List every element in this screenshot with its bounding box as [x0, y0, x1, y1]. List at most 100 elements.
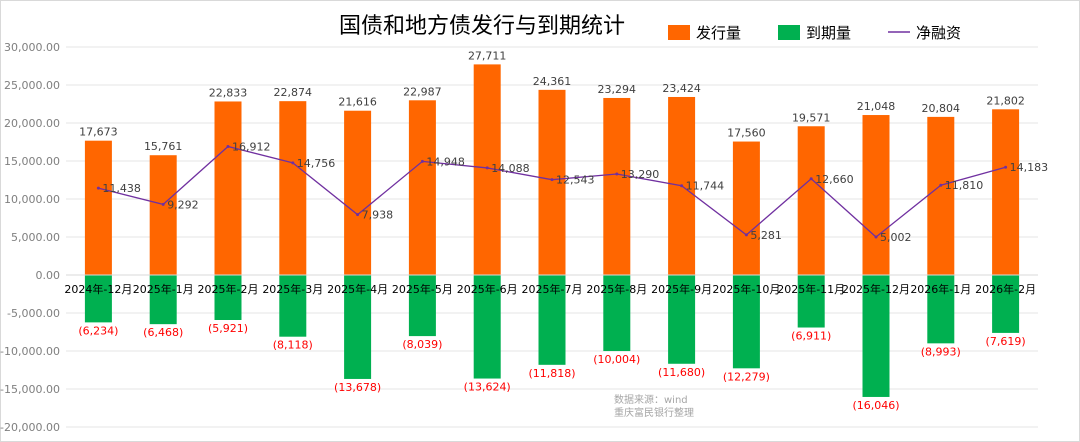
point-net-financing: [550, 178, 554, 182]
legend-label-maturity: 到期量: [806, 24, 851, 42]
legend-swatch-issuance: [668, 25, 690, 40]
point-net-financing: [680, 184, 684, 188]
bar-maturity: [408, 275, 436, 337]
data-label-maturity: (16,046): [852, 399, 899, 412]
point-net-financing: [809, 177, 813, 181]
x-tick-label: 2025年-4月: [327, 282, 388, 296]
data-label-maturity: (6,468): [143, 326, 183, 339]
data-label-maturity: (8,039): [402, 338, 442, 351]
data-label-maturity: (10,004): [593, 353, 640, 366]
data-label-net-financing: 14,948: [426, 155, 465, 168]
x-tick-label: 2025年-12月: [842, 282, 910, 296]
data-label-net-financing: 16,912: [232, 140, 271, 153]
point-net-financing: [744, 233, 748, 237]
point-net-financing: [161, 202, 165, 206]
point-net-financing: [420, 159, 424, 163]
data-label-issuance: 22,833: [209, 86, 248, 99]
data-label-maturity: (13,678): [334, 381, 381, 394]
data-labels: 17,673 15,761 22,833 22,874 21,616 22,987 27,7…: [78, 49, 1048, 412]
x-tick-label: 2025年-1月: [133, 282, 194, 296]
bar-issuance: [279, 101, 307, 276]
x-axis: 2024年-12月 2025年-1月 2025年-2月 2025年-3月 2025年-4…: [64, 282, 1036, 296]
data-label-maturity: (6,911): [791, 330, 831, 343]
point-net-financing: [485, 166, 489, 170]
x-tick-label: 2025年-11月: [777, 282, 845, 296]
y-axis: 30,000.00 25,000.00 20,000.00 15,000.00 10,0…: [0, 41, 60, 434]
bar-maturity: [214, 275, 242, 320]
data-label-issuance: 22,874: [274, 86, 313, 99]
data-label-issuance: 21,048: [857, 100, 896, 113]
y-tick-label: 30,000.00: [4, 41, 60, 54]
y-tick-label: -5,000.00: [7, 307, 60, 320]
data-label-net-financing: 14,756: [297, 157, 336, 170]
x-tick-label: 2025年-6月: [457, 282, 518, 296]
bar-maturity: [538, 275, 566, 365]
bar-issuance: [927, 116, 955, 275]
bar-issuance: [344, 110, 372, 275]
point-net-financing: [96, 186, 100, 190]
bar-issuance: [84, 140, 112, 275]
data-label-net-financing: 7,938: [362, 209, 394, 222]
bar-maturity: [84, 275, 112, 323]
bar-issuance: [214, 101, 242, 275]
data-label-issuance: 23,294: [598, 83, 637, 96]
data-label-net-financing: 12,543: [556, 174, 595, 187]
bar-issuance: [538, 89, 566, 275]
legend: 发行量 到期量 净融资: [668, 24, 961, 42]
bar-maturity: [344, 275, 372, 379]
data-label-maturity: (13,624): [464, 381, 511, 394]
data-label-net-financing: 11,438: [102, 182, 140, 195]
point-net-financing: [1004, 165, 1008, 169]
data-label-maturity: (7,619): [986, 335, 1026, 348]
data-label-net-financing: 5,281: [750, 229, 782, 242]
data-label-maturity: (8,118): [273, 339, 313, 352]
point-net-financing: [226, 144, 230, 148]
y-tick-label: -15,000.00: [0, 383, 60, 396]
source-note-line1: 数据来源：wind: [614, 393, 688, 406]
data-label-maturity: (12,279): [723, 370, 770, 383]
data-label-issuance: 15,761: [144, 140, 183, 153]
bar-issuance: [408, 100, 436, 275]
bar-maturity: [732, 275, 760, 369]
series-net-financing-line: [96, 144, 1008, 239]
bar-maturity: [603, 275, 631, 352]
y-tick-label: 20,000.00: [4, 117, 60, 130]
x-tick-label: 2024年-12月: [64, 282, 132, 296]
data-label-net-financing: 5,002: [880, 231, 912, 244]
bar-maturity: [927, 275, 955, 344]
data-label-issuance: 21,616: [338, 96, 377, 109]
y-tick-label: 0.00: [36, 269, 61, 282]
data-label-net-financing: 9,292: [167, 198, 199, 211]
data-label-maturity: (6,234): [78, 324, 118, 337]
data-label-maturity: (11,680): [658, 366, 705, 379]
data-label-net-financing: 14,183: [1010, 161, 1049, 174]
bar-maturity: [992, 275, 1020, 333]
bar-issuance: [992, 109, 1020, 275]
data-label-maturity: (8,993): [921, 345, 961, 358]
bar-maturity: [473, 275, 501, 379]
y-tick-label: 25,000.00: [4, 79, 60, 92]
y-tick-label: 15,000.00: [4, 155, 60, 168]
bar-issuance: [797, 126, 825, 275]
bar-maturity: [279, 275, 307, 337]
bar-maturity: [668, 275, 696, 364]
y-tick-label: -20,000.00: [0, 421, 60, 434]
bar-issuance: [149, 155, 177, 275]
point-net-financing: [874, 235, 878, 239]
source-note-line2: 重庆富民银行整理: [614, 406, 694, 419]
data-label-net-financing: 14,088: [491, 162, 530, 175]
x-tick-label: 2025年-8月: [586, 282, 647, 296]
data-label-issuance: 23,424: [662, 82, 701, 95]
data-label-net-financing: 12,660: [815, 173, 854, 186]
legend-label-issuance: 发行量: [696, 24, 741, 42]
x-tick-label: 2025年-10月: [712, 282, 780, 296]
bar-issuance: [862, 115, 890, 275]
bar-maturity: [797, 275, 825, 328]
x-tick-label: 2025年-9月: [651, 282, 712, 296]
data-label-maturity: (11,818): [528, 367, 575, 380]
y-tick-label: -10,000.00: [0, 345, 60, 358]
x-tick-label: 2025年-2月: [198, 282, 259, 296]
legend-label-net-financing: 净融资: [916, 24, 961, 42]
bar-maturity: [862, 275, 890, 397]
